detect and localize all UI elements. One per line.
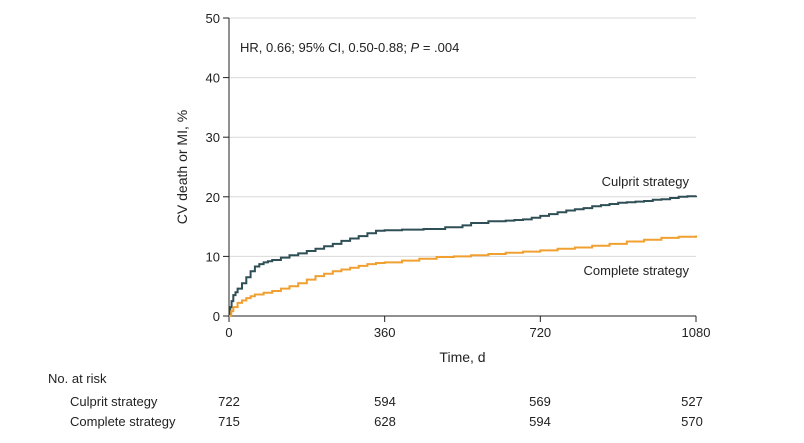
- risk-value: 594: [529, 414, 551, 429]
- x-tick-label-720: 720: [529, 325, 551, 340]
- risk-value: 722: [218, 394, 240, 409]
- y-tick-label-40: 40: [206, 71, 220, 86]
- series-lines: [229, 195, 697, 317]
- series-label-complete: Complete strategy: [584, 263, 690, 278]
- chart-text: 0 10 20 30 40 50 0 360 720 1080 Time, d CV death or…: [174, 11, 710, 365]
- y-tick-label-0: 0: [213, 309, 220, 324]
- x-tick-label-360: 360: [374, 325, 396, 340]
- risk-table-title: No. at risk: [48, 371, 107, 386]
- risk-value: 527: [681, 394, 703, 409]
- risk-row-label: Culprit strategy: [70, 394, 158, 409]
- x-tick-label-0: 0: [225, 325, 232, 340]
- hr-annotation: HR, 0.66; 95% CI, 0.50-0.88; P = .004: [240, 40, 459, 55]
- grid-lines: [229, 17, 696, 257]
- series-line-complete: [229, 235, 697, 317]
- x-axis-label: Time, d: [439, 349, 485, 365]
- y-tick-label-10: 10: [206, 249, 220, 264]
- y-tick-label-50: 50: [206, 11, 220, 26]
- risk-value: 570: [681, 414, 703, 429]
- risk-value: 628: [374, 414, 396, 429]
- y-axis-label: CV death or MI, %: [174, 110, 190, 224]
- x-tick-label-1080: 1080: [682, 325, 711, 340]
- axes: [223, 17, 697, 322]
- series-line-culprit: [229, 195, 697, 317]
- y-tick-label-20: 20: [206, 190, 220, 205]
- risk-value: 594: [374, 394, 396, 409]
- series-label-culprit: Culprit strategy: [602, 174, 690, 189]
- risk-value: 569: [529, 394, 551, 409]
- risk-value: 715: [218, 414, 240, 429]
- risk-row-label: Complete strategy: [70, 414, 176, 429]
- y-tick-label-30: 30: [206, 130, 220, 145]
